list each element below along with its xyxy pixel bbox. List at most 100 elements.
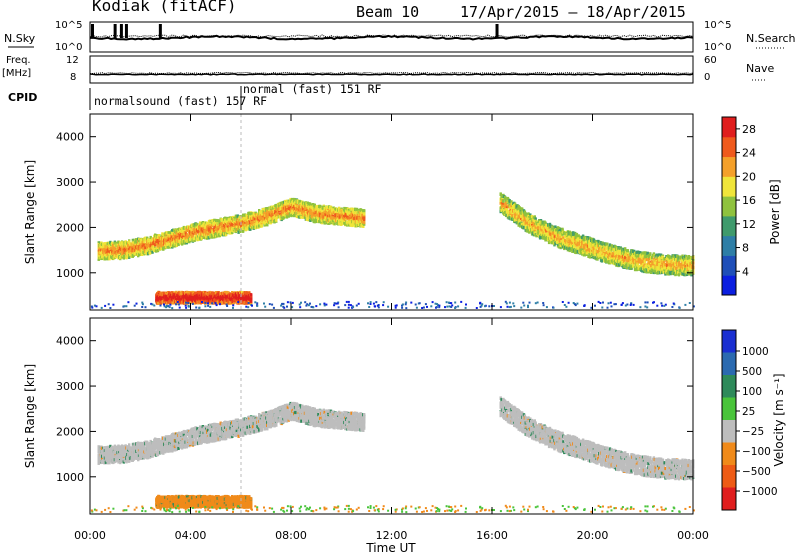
freq-unit: [MHz]	[2, 68, 31, 79]
beam-label: Beam 10	[356, 3, 419, 21]
power-cell	[363, 216, 366, 220]
nave-tick-bottom: 0	[704, 72, 710, 83]
power-cell	[147, 240, 151, 244]
power-cell	[102, 254, 105, 259]
power-cell	[189, 230, 192, 234]
nave-series	[89, 71, 694, 75]
power-cell	[117, 240, 120, 244]
date-range: 17/Apr/2015 – 18/Apr/2015	[460, 3, 686, 21]
power-cell	[600, 259, 604, 263]
power-cell	[626, 249, 630, 253]
power-cell	[122, 256, 125, 260]
power-cell	[109, 240, 112, 244]
nsky-label: N.Sky	[4, 32, 36, 45]
power-cell	[152, 245, 155, 249]
nsky-tick-top: 10^5	[55, 20, 82, 31]
power-cell	[112, 250, 116, 255]
power-cell	[363, 221, 366, 225]
nave-tick-top: 60	[704, 55, 717, 66]
nsky-tick-bottom: 10^0	[55, 42, 82, 53]
power-cell	[108, 255, 111, 259]
power-cell	[182, 234, 186, 238]
power-cell	[120, 241, 124, 245]
power-cell	[160, 246, 163, 250]
power-cell	[149, 239, 152, 243]
power-cell	[180, 242, 184, 246]
power-cell	[163, 235, 166, 239]
nsky-series	[89, 34, 694, 41]
power-cell	[196, 223, 199, 227]
power-cell	[111, 241, 114, 245]
power-cell	[106, 245, 109, 249]
power-cell	[176, 234, 179, 238]
power-cell	[104, 256, 108, 260]
power-cell	[156, 249, 160, 253]
power-cell	[123, 247, 126, 251]
power-cell	[182, 237, 186, 241]
freq-tick-bottom: 8	[70, 72, 76, 83]
power-cell	[502, 199, 505, 203]
nsky-panel: N.Sky 10^5 10^0 10^5 10^0 N.Search	[4, 20, 796, 53]
power-cell	[201, 224, 204, 228]
power-cell	[175, 243, 178, 247]
power-cell	[198, 221, 202, 225]
power-cell	[117, 253, 120, 257]
power-cell	[124, 240, 127, 244]
power-cell	[206, 222, 209, 226]
power-cell	[201, 232, 204, 236]
nsearch-label: N.Search	[746, 32, 796, 45]
power-cell	[177, 242, 180, 246]
power-cell	[98, 253, 101, 257]
nsearch-tick-bottom: 10^0	[704, 42, 731, 53]
power-echoes	[90, 192, 695, 310]
power-cell	[203, 230, 206, 234]
power-cell	[207, 231, 211, 236]
power-cell	[190, 232, 194, 237]
power-cell	[138, 250, 142, 254]
power-cell	[162, 247, 165, 251]
power-cell	[152, 243, 155, 247]
power-cell	[260, 224, 264, 228]
power-cell	[176, 232, 179, 236]
power-cell	[99, 251, 102, 255]
power-cell	[160, 244, 163, 248]
power-cell	[167, 231, 170, 235]
freq-panel: Freq. [MHz] 12 8 60 0 Nave	[2, 55, 774, 84]
power-cell	[136, 250, 139, 254]
power-cell	[157, 234, 160, 238]
power-cell	[113, 247, 117, 251]
power-cell	[160, 234, 163, 238]
power-cell	[182, 229, 186, 233]
power-cell	[191, 234, 195, 238]
power-cell	[171, 241, 174, 245]
station-title: Kodiak (fitACF)	[92, 0, 237, 15]
nsearch-series	[89, 34, 694, 38]
power-cell	[128, 240, 131, 244]
power-cell	[192, 223, 195, 227]
power-cell	[193, 236, 196, 240]
power-cell	[195, 231, 198, 235]
power-cell	[101, 252, 104, 256]
power-cell	[119, 241, 122, 245]
freq-tick-top: 12	[66, 55, 79, 66]
power-cell	[170, 239, 173, 243]
power-cell	[123, 249, 126, 253]
power-cell	[200, 236, 204, 240]
power-cell	[143, 240, 146, 244]
power-cell	[333, 222, 336, 226]
power-cell	[119, 250, 122, 254]
power-cell	[166, 245, 169, 249]
nsearch-tick-top: 10^5	[704, 20, 731, 31]
power-cell	[206, 224, 210, 228]
power-cell	[111, 252, 114, 256]
freq-series	[89, 73, 694, 76]
power-cell	[187, 234, 190, 238]
cpid-row: CPID normalsound (fast) 157 RF normal (f…	[8, 82, 382, 110]
power-cell	[166, 236, 169, 240]
nsky-spikes	[91, 24, 499, 38]
cpid-mode-2: normal (fast) 151 RF	[243, 82, 382, 96]
power-cell	[137, 252, 141, 256]
freq-label: Freq.	[6, 55, 31, 66]
freq-frame	[89, 55, 694, 84]
